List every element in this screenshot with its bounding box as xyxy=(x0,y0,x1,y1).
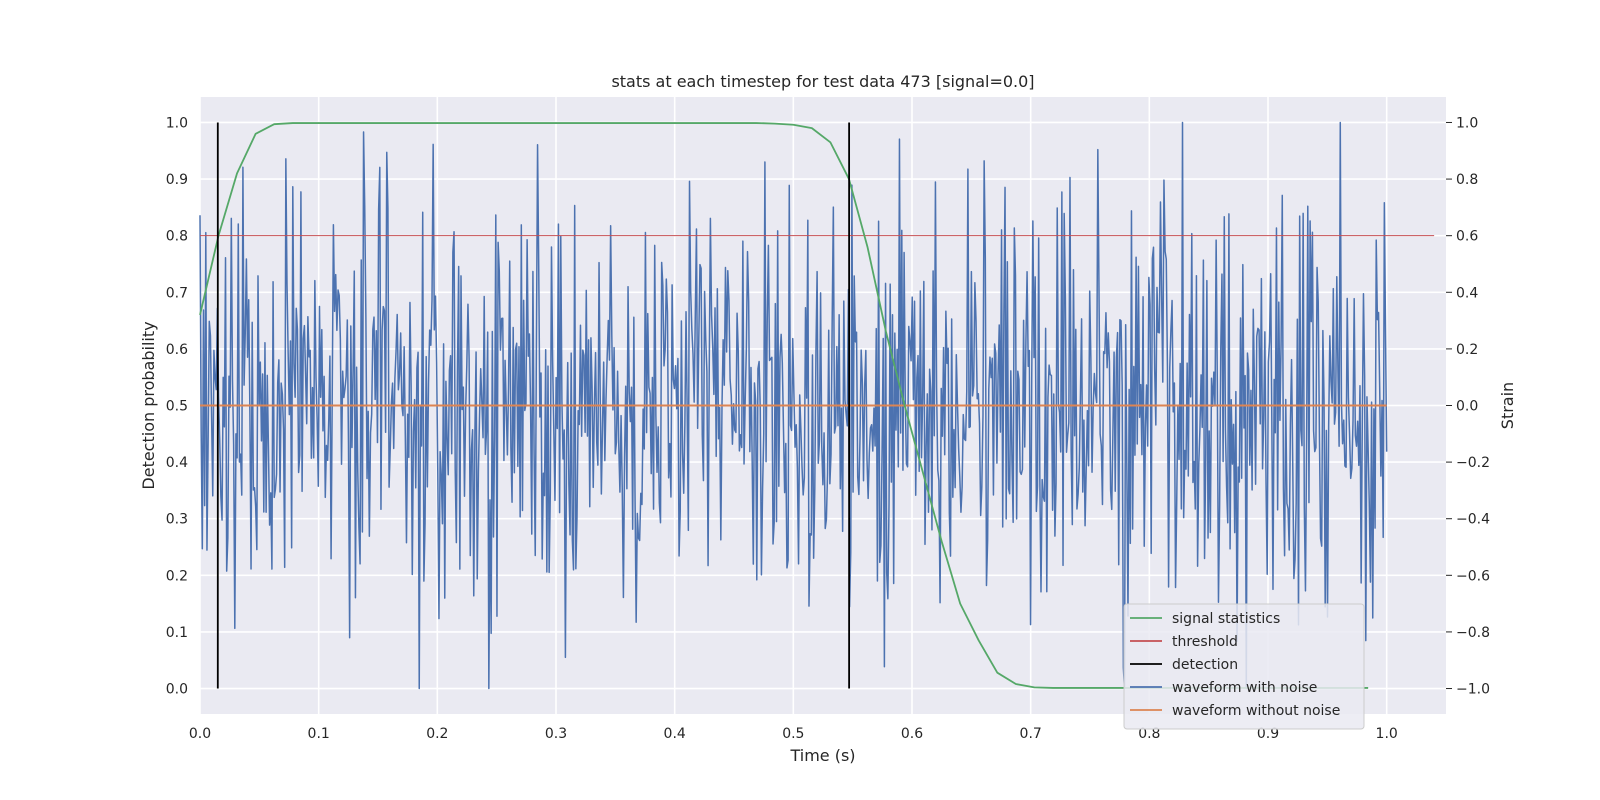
legend-label: waveform without noise xyxy=(1172,703,1340,719)
x-tick-label: 0.8 xyxy=(1138,726,1160,742)
y2-tick-label: 0.0 xyxy=(1456,399,1478,415)
legend-box xyxy=(1123,603,1365,730)
x-tick-label: 0.5 xyxy=(782,726,804,742)
y-axis-left: 0.0 0.1 0.2 0.3 0.4 0.5 0.6 0.7 0.8 0.9 1.0 xyxy=(166,115,188,697)
y-tick-label: 0.4 xyxy=(166,455,188,471)
y2-tick-label: 1.0 xyxy=(1456,115,1478,131)
chart-title: stats at each timestep for test data 473… xyxy=(611,72,1034,91)
legend-label: detection xyxy=(1172,657,1238,673)
y-tick-label: 1.0 xyxy=(166,115,188,131)
y2-tick-label: 0.2 xyxy=(1456,342,1478,358)
legend: signal statistics threshold detection wavef… xyxy=(1123,603,1365,730)
y-tick-label: 0.9 xyxy=(166,172,188,188)
y2-tick-label: −0.6 xyxy=(1456,568,1490,584)
y-tick-label: 0.7 xyxy=(166,285,188,301)
legend-label: threshold xyxy=(1172,634,1238,650)
y-tick-label: 0.0 xyxy=(166,682,188,698)
y2-tick-label: 0.4 xyxy=(1456,285,1478,301)
y-tick-label: 0.1 xyxy=(166,625,188,641)
y2-tick-label: −1.0 xyxy=(1456,682,1490,698)
y-axis-label: Detection probability xyxy=(139,321,158,489)
x-tick-label: 1.0 xyxy=(1376,726,1398,742)
y-tick-label: 0.3 xyxy=(166,512,188,528)
legend-label: waveform with noise xyxy=(1172,680,1317,696)
series-line-waveform-with-noise xyxy=(199,121,1388,690)
x-tick-label: 0.6 xyxy=(901,726,923,742)
x-tick-label: 0.7 xyxy=(1020,726,1042,742)
x-axis: 0.0 0.1 0.2 0.3 0.4 0.5 0.6 0.7 0.8 0.9 1.0 xyxy=(189,726,1398,742)
y-tick-label: 0.6 xyxy=(166,342,188,358)
y2-axis-label: Strain xyxy=(1498,382,1517,429)
legend-label: signal statistics xyxy=(1172,611,1280,627)
y2-tick-label: −0.4 xyxy=(1456,512,1490,528)
x-tick-label: 0.4 xyxy=(664,726,686,742)
x-tick-label: 0.0 xyxy=(189,726,211,742)
x-tick-label: 0.2 xyxy=(426,726,448,742)
x-tick-label: 0.3 xyxy=(545,726,567,742)
x-tick-label: 0.9 xyxy=(1257,726,1279,742)
x-axis-label: Time (s) xyxy=(789,746,855,765)
y2-tick-label: 0.8 xyxy=(1456,172,1478,188)
y-axis-right: −1.0 −0.8 −0.6 −0.4 −0.2 0.0 0.2 0.4 0.6 0.8 1.0 xyxy=(1446,115,1490,698)
y2-tick-label: −0.8 xyxy=(1456,625,1490,641)
y-tick-label: 0.2 xyxy=(166,568,188,584)
y2-tick-label: −0.2 xyxy=(1456,455,1490,471)
plot-lines xyxy=(199,121,1435,690)
y2-tick-label: 0.6 xyxy=(1456,229,1478,245)
y-tick-label: 0.5 xyxy=(166,399,188,415)
y-tick-label: 0.8 xyxy=(166,229,188,245)
x-tick-label: 0.1 xyxy=(308,726,330,742)
